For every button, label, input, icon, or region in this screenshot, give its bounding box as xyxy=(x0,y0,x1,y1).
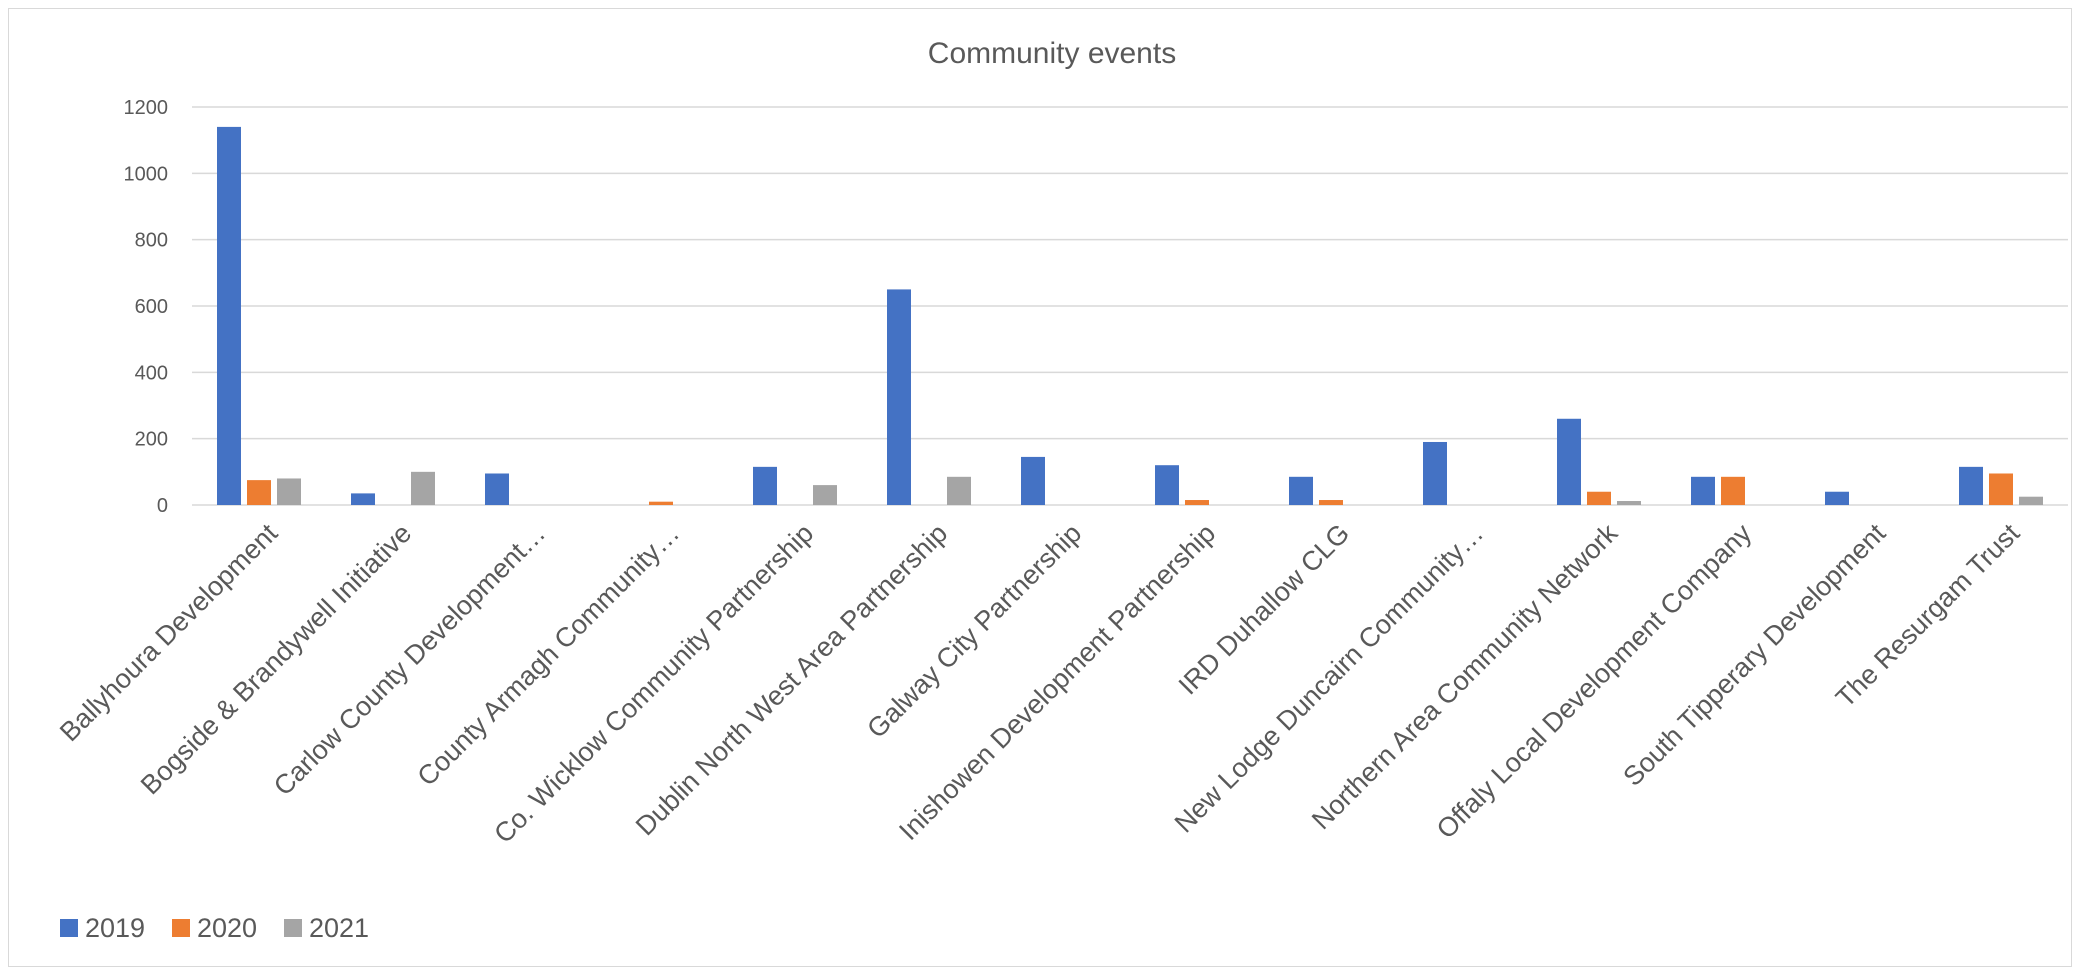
x-tick-label: County Armagh Community… xyxy=(411,518,685,792)
bar-2020 xyxy=(1587,491,1611,505)
bar-2021 xyxy=(947,476,971,505)
y-tick-label: 1200 xyxy=(124,97,169,119)
bar-2019 xyxy=(1557,418,1581,505)
x-tick-label: Ballyhoura Development xyxy=(54,518,284,748)
legend-swatch-2021 xyxy=(284,919,302,937)
bar-2021 xyxy=(411,471,435,505)
legend-label: 2019 xyxy=(85,913,145,943)
legend-label: 2020 xyxy=(197,913,257,943)
x-tick-label: South Tipperary Development xyxy=(1617,518,1891,792)
bar-2021 xyxy=(277,478,301,505)
bar-2019 xyxy=(1021,456,1045,505)
bar-2020 xyxy=(1319,500,1343,505)
bar-2021 xyxy=(813,485,837,505)
bar-2020 xyxy=(1721,476,1745,505)
y-tick-label: 1000 xyxy=(124,163,169,185)
bar-2019 xyxy=(1289,476,1313,505)
bar-2019 xyxy=(887,289,911,505)
bar-2021 xyxy=(1617,501,1641,505)
y-tick-label: 200 xyxy=(135,429,168,451)
x-tick-label: Bogside & Brandywell Initiative xyxy=(135,518,417,800)
bar-2020 xyxy=(649,501,673,505)
legend-label: 2021 xyxy=(309,913,369,943)
bar-2020 xyxy=(1989,473,2013,505)
chart-title: Community events xyxy=(928,37,1176,70)
bar-2019 xyxy=(1959,466,1983,505)
x-tick-label: Galway City Partnership xyxy=(861,518,1087,744)
bar-2019 xyxy=(1155,465,1179,505)
bar-2019 xyxy=(1691,476,1715,505)
bar-2019 xyxy=(1423,441,1447,505)
bar-2019 xyxy=(217,126,241,506)
bar-2020 xyxy=(247,480,271,505)
y-tick-label: 800 xyxy=(135,230,168,252)
bar-2021 xyxy=(2019,496,2043,505)
bar-2019 xyxy=(351,493,375,505)
x-tick-label: Northern Area Community Network xyxy=(1306,518,1624,836)
y-tick-label: 600 xyxy=(135,296,168,318)
bar-2019 xyxy=(753,466,777,505)
bar-2019 xyxy=(485,473,509,505)
x-tick-label: Carlow County Development… xyxy=(268,518,551,801)
bar-2019 xyxy=(1825,491,1849,505)
legend-swatch-2019 xyxy=(60,919,78,937)
bar-2020 xyxy=(1185,500,1209,505)
legend-swatch-2020 xyxy=(172,919,190,937)
y-tick-label: 0 xyxy=(157,495,168,517)
y-tick-label: 400 xyxy=(135,362,168,384)
